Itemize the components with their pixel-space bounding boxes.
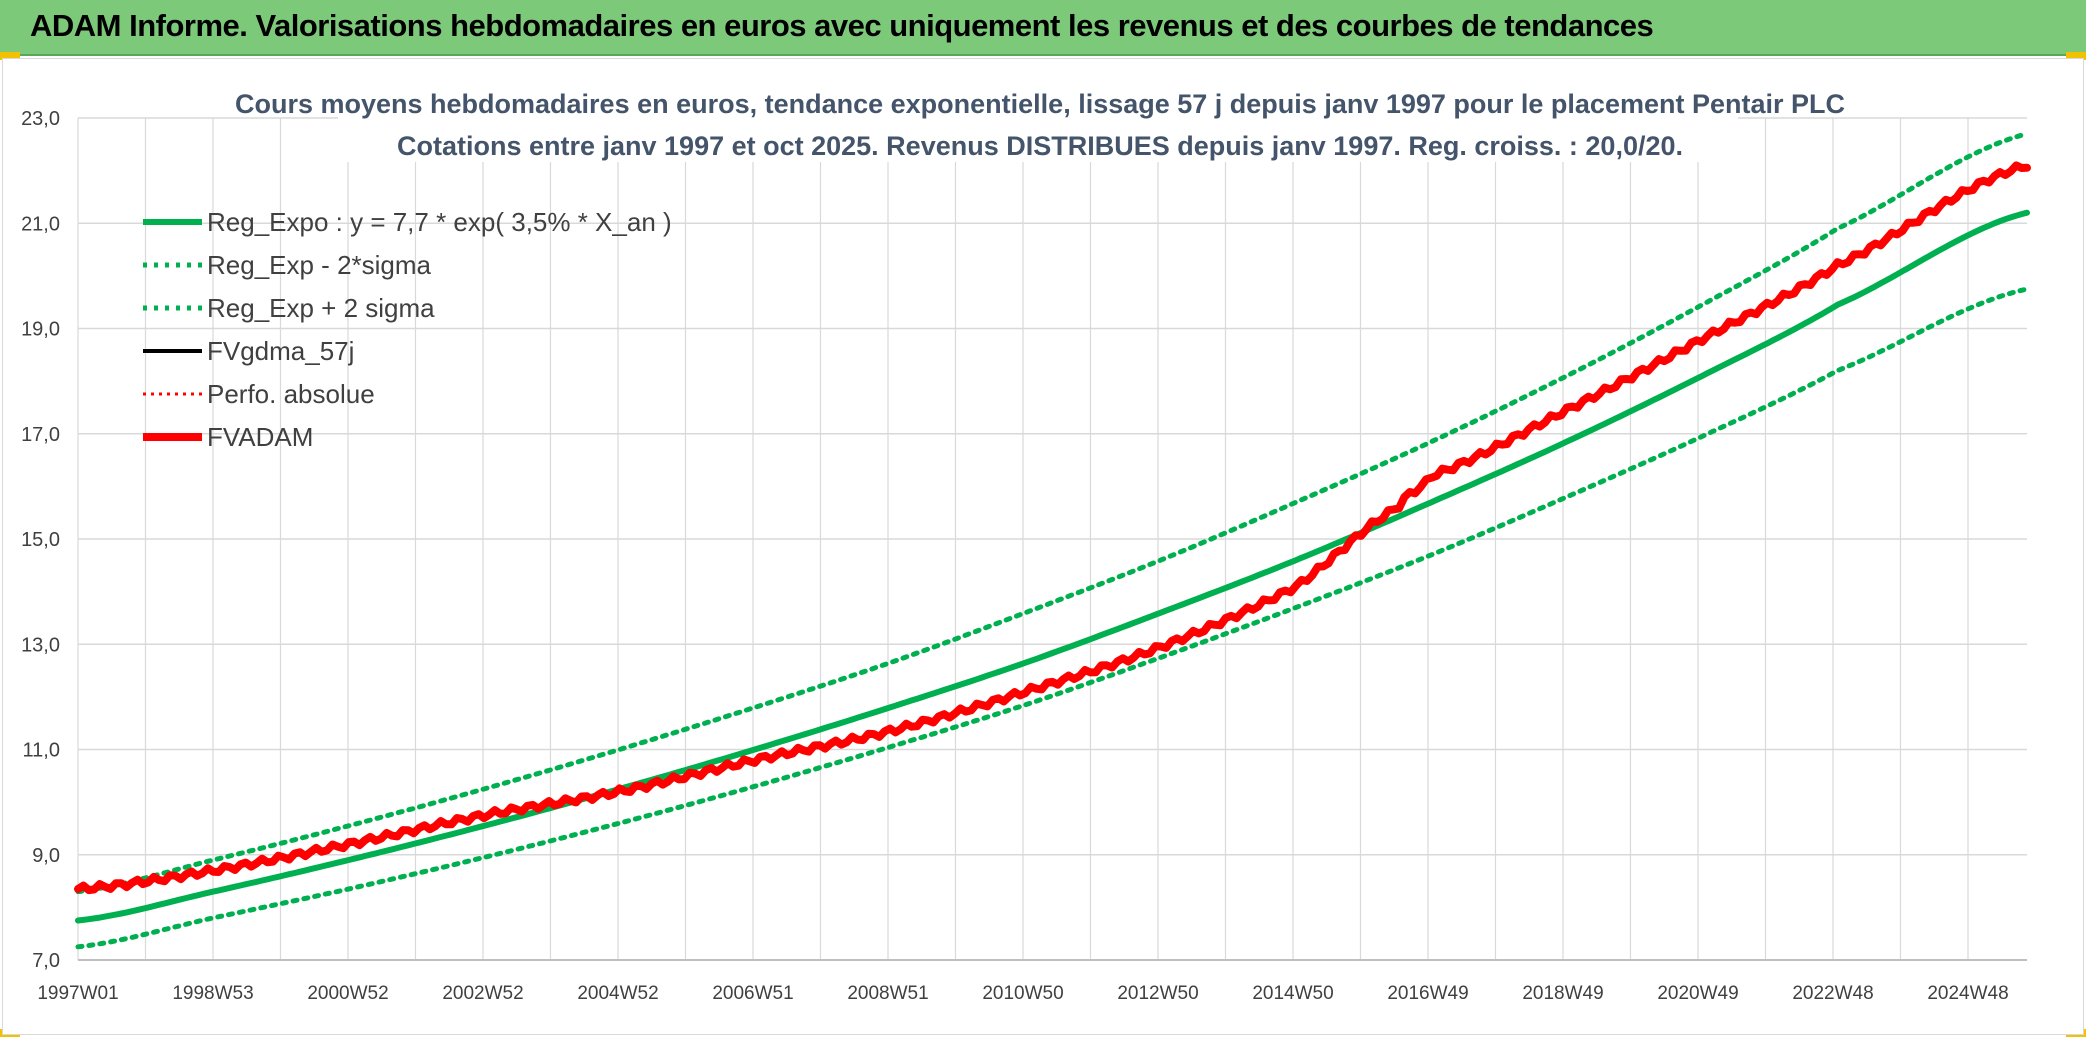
y-tick-label: 9,0: [32, 845, 60, 867]
x-axis-ticks: 1997W01 1998W53 2000W52 2002W52 2004W52 2006W…: [37, 983, 2008, 1004]
legend-label: Reg_Exp - 2*sigma: [207, 250, 432, 280]
series-line-2: [75, 131, 2030, 895]
x-tick-label: 2018W49: [1522, 983, 1603, 1004]
legend-label: Reg_Expo : y = 7,7 * exp( 3,5% * X_an ): [207, 207, 672, 237]
y-tick-label: 15,0: [21, 529, 60, 551]
y-tick-label: 19,0: [21, 319, 60, 341]
x-tick-label: 1998W53: [172, 983, 253, 1004]
series-lines: [74, 131, 2031, 950]
x-tick-label: 2008W51: [847, 983, 928, 1004]
x-tick-label: 2002W52: [442, 983, 523, 1004]
header-banner: ADAM Informe. Valorisations hebdomadaire…: [0, 0, 2086, 56]
series-line-5: [74, 161, 2031, 895]
series-line-0: [75, 209, 2030, 924]
y-tick-label: 7,0: [32, 950, 60, 972]
gridlines: [77, 117, 2027, 961]
legend: Reg_Expo : y = 7,7 * exp( 3,5% * X_an ) R…: [143, 207, 672, 452]
x-tick-label: 2010W50: [982, 983, 1063, 1004]
x-tick-label: 2022W48: [1792, 983, 1873, 1004]
x-tick-label: 2004W52: [577, 983, 658, 1004]
y-tick-label: 17,0: [21, 424, 60, 446]
y-tick-label: 11,0: [23, 740, 60, 762]
x-tick-label: 2024W48: [1927, 983, 2008, 1004]
x-tick-label: 2000W52: [307, 983, 388, 1004]
corner-marker: [2066, 52, 2086, 60]
legend-label: Reg_Exp + 2 sigma: [207, 293, 435, 323]
y-axis-ticks: 7,0 9,0 11,0 13,0 15,0 17,0 19,0 21,0 23,0: [21, 108, 60, 972]
chart-title: Cours moyens hebdomadaires en euros, ten…: [235, 89, 1845, 119]
chart-area: [2, 58, 2084, 1035]
chart-subtitle: Cotations entre janv 1997 et oct 2025. R…: [397, 131, 1683, 161]
series-line-1: [75, 286, 2030, 950]
title-background: [338, 82, 1738, 162]
corner-marker: [0, 52, 20, 60]
x-tick-label: 2016W49: [1387, 983, 1468, 1004]
x-tick-label: 2006W51: [712, 983, 793, 1004]
legend-label: FVADAM: [207, 422, 313, 452]
y-tick-label: 21,0: [21, 213, 60, 235]
y-tick-label: 23,0: [21, 108, 60, 130]
x-tick-label: 2020W49: [1657, 983, 1738, 1004]
banner-title: ADAM Informe. Valorisations hebdomadaire…: [30, 8, 1654, 43]
x-tick-label: 2012W50: [1117, 983, 1198, 1004]
legend-label: Perfo. absolue: [207, 379, 375, 409]
legend-label: FVgdma_57j: [207, 336, 354, 366]
x-tick-label: 2014W50: [1252, 983, 1333, 1004]
y-tick-label: 13,0: [21, 634, 60, 656]
x-tick-label: 1997W01: [37, 983, 118, 1004]
